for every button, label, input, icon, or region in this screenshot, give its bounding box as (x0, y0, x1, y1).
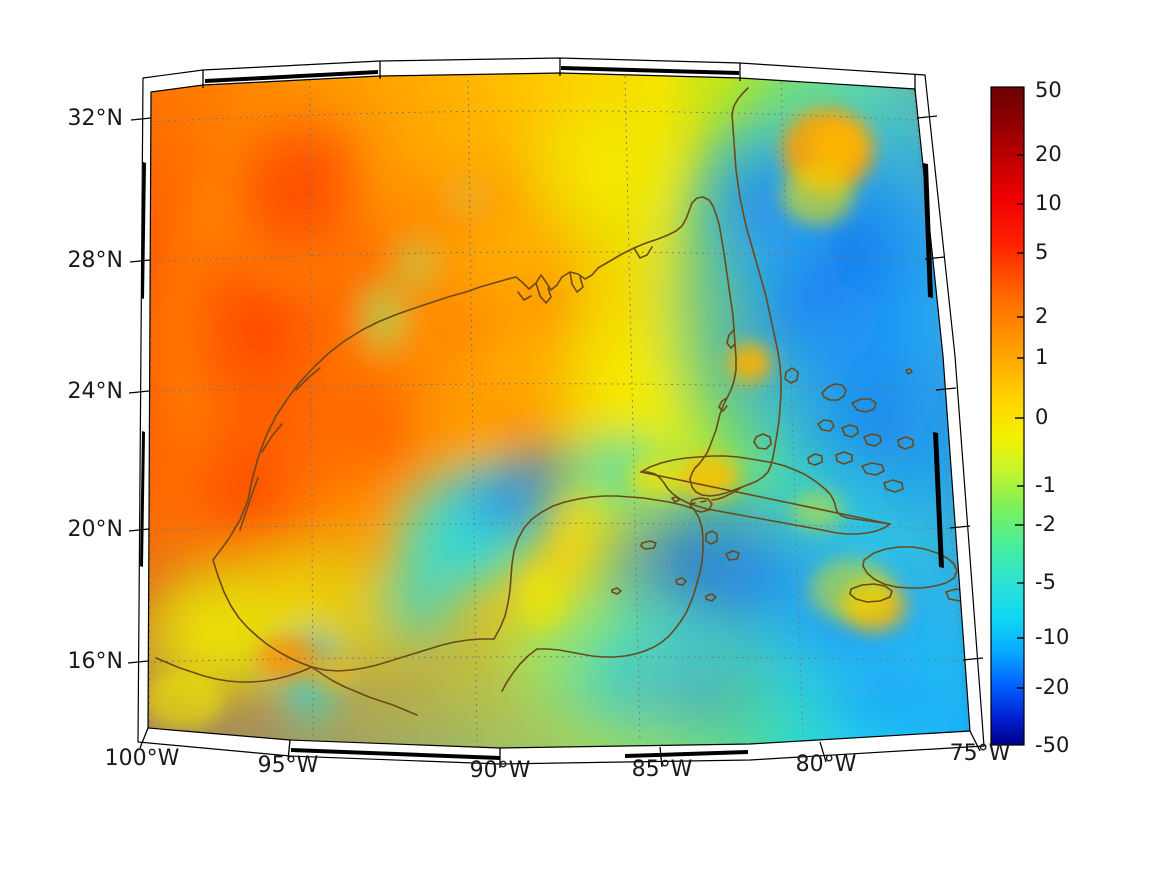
colorbar[interactable] (990, 86, 1025, 746)
colorbar-label-neg50: -50 (1035, 733, 1070, 757)
ytick-label-32n: 32°N (67, 106, 123, 131)
xtick-label-100w: 100°W (104, 746, 180, 771)
map-frame (127, 57, 985, 768)
ytick-label-24n: 24°N (67, 379, 123, 404)
ytick-label-20n: 20°N (67, 517, 123, 542)
colorbar-label-5: 5 (1035, 240, 1049, 264)
colorbar-label-50: 50 (1035, 78, 1062, 102)
colorbar-ticks (1015, 154, 1024, 689)
colorbar-label-10: 10 (1035, 191, 1062, 215)
colorbar-gradient (990, 86, 1025, 746)
colorbar-label-0: 0 (1035, 405, 1049, 429)
colorbar-label-neg10: -10 (1035, 625, 1070, 649)
colorbar-label-2: 2 (1035, 304, 1049, 328)
ytick-label-28n: 28°N (67, 248, 123, 273)
colorbar-label-neg2: -2 (1035, 512, 1056, 536)
xtick-label-95w: 95°W (257, 753, 319, 778)
xtick-label-85w: 85°W (631, 757, 693, 782)
data-field (148, 73, 970, 748)
colorbar-label-20: 20 (1035, 142, 1062, 166)
xtick-label-75w: 75°W (949, 741, 1011, 766)
colorbar-label-neg5: -5 (1035, 570, 1056, 594)
xtick-label-80w: 80°W (795, 752, 857, 777)
ytick-label-16n: 16°N (67, 649, 123, 674)
colorbar-label-1: 1 (1035, 345, 1049, 369)
coastlines (155, 87, 969, 716)
xtick-label-90w: 90°W (469, 758, 531, 783)
map-gridlines (148, 73, 969, 745)
colorbar-label-neg1: -1 (1035, 473, 1056, 497)
colorbar-label-neg20: -20 (1035, 675, 1070, 699)
